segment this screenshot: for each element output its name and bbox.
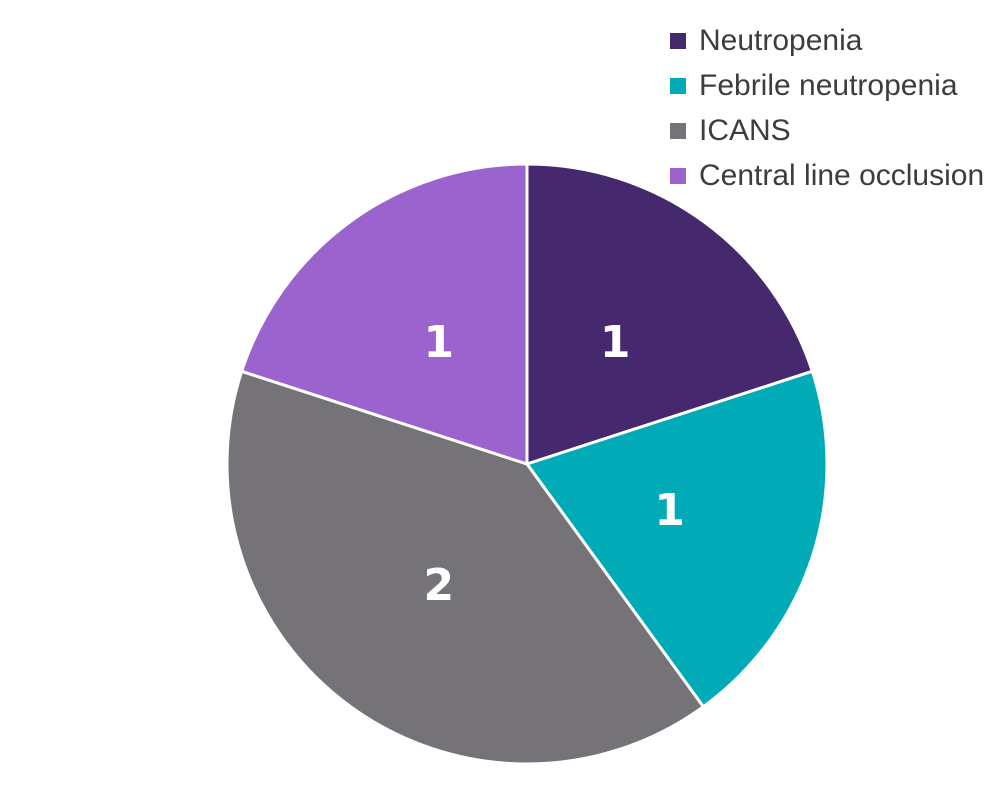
legend-label: ICANS — [699, 113, 791, 147]
legend-item-neutropenia: Neutropenia — [670, 18, 984, 63]
slice-value-label: 1 — [423, 317, 454, 368]
legend: Neutropenia Febrile neutropenia ICANS Centr… — [670, 18, 984, 198]
pie-slice-febrile-neutropenia — [525, 369, 829, 709]
pie-slice-neutropenia — [525, 162, 814, 466]
pie-slice-central-line-occlusion — [240, 162, 529, 466]
legend-marker-icon — [670, 122, 686, 139]
legend-item-central-line-occlusion: Central line occlusion — [670, 153, 984, 198]
legend-label: Neutropenia — [699, 23, 863, 57]
legend-item-febrile-neutropenia: Febrile neutropenia — [670, 63, 984, 108]
legend-marker-icon — [670, 77, 686, 94]
legend-label: Central line occlusion — [699, 158, 985, 192]
slice-value-label: 1 — [600, 317, 631, 368]
slice-value-label: 2 — [423, 560, 454, 611]
slice-value-label: 1 — [654, 485, 685, 536]
pie-slice-icans — [225, 369, 705, 766]
legend-item-icans: ICANS — [670, 108, 984, 153]
legend-marker-icon — [670, 32, 686, 49]
legend-label: Febrile neutropenia — [699, 68, 958, 102]
legend-marker-icon — [670, 167, 686, 184]
